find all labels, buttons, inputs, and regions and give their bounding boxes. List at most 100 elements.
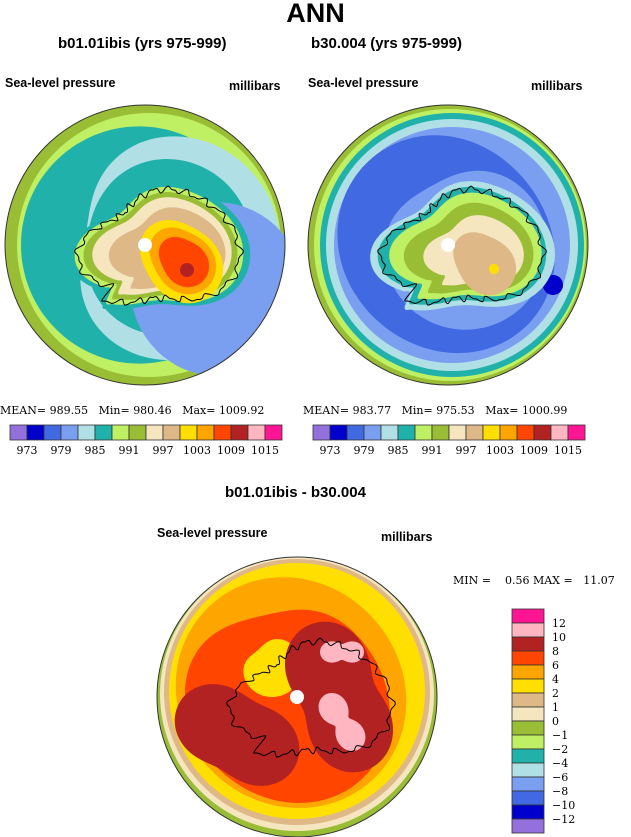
panel2-colorbar-tick-label: 991 xyxy=(422,444,443,457)
panel1-max-value: 1009.92 xyxy=(218,404,265,417)
panel3-colorbar-box xyxy=(511,762,545,778)
panel3-colorbar-box xyxy=(511,650,545,666)
panel2-units-label: millibars xyxy=(531,79,583,93)
panel3-stats: MIN = 0.56 MAX = 11.07 xyxy=(453,574,615,587)
panel2-colorbar-tick-label: 1015 xyxy=(554,444,582,457)
panel1-colorbar-box xyxy=(264,424,283,441)
panel3-colorbar-box xyxy=(511,818,545,834)
panel3-colorbar-box xyxy=(511,776,545,792)
panel3-colorbar-box xyxy=(511,636,545,652)
panel1-variable-label: Sea-level pressure xyxy=(5,76,116,90)
panel3-variable-label: Sea-level pressure xyxy=(157,526,268,540)
panel3-colorbar-box xyxy=(511,622,545,638)
panel3-contour-band-6 xyxy=(174,684,300,786)
panel3-colorbar-tick-label: 4 xyxy=(552,673,559,686)
panel2-contour-band-13 xyxy=(453,232,517,296)
panel3-colorbar-box xyxy=(511,748,545,764)
panel3-min-value: 0.56 xyxy=(504,574,530,587)
panel2-min-value: 975.53 xyxy=(436,404,475,417)
panel3-coastline xyxy=(226,637,396,758)
panel3-colorbar-tick-label: 0 xyxy=(552,715,559,728)
panel3-colorbar-box xyxy=(511,692,545,708)
panel3-max-label: MAX = xyxy=(532,574,573,587)
panel1-colorbar-tick-label: 1009 xyxy=(217,444,245,457)
panel3-colorbar-box xyxy=(511,608,545,624)
panel2-mean-label: MEAN= xyxy=(303,404,350,417)
panel2-min-label: Min= xyxy=(401,404,433,417)
panel1-pole-marker xyxy=(138,238,152,252)
panel2-colorbar-tick-label: 979 xyxy=(354,444,375,457)
panel3-colorbar-tick-label: 6 xyxy=(552,659,559,672)
panel3-colorbar-tick-label: 12 xyxy=(552,617,566,630)
panel3-pole-marker xyxy=(290,690,304,704)
panel3-colorbar-box xyxy=(511,734,545,750)
panel1-colorbar-tick-label: 973 xyxy=(17,444,38,457)
panel3-colorbar-tick-label: 8 xyxy=(552,645,559,658)
panel1-colorbar-tick-label: 997 xyxy=(153,444,174,457)
panel1-units-label: millibars xyxy=(229,79,281,93)
page-title: ANN xyxy=(286,0,345,28)
panel2-map-border xyxy=(307,104,589,386)
panel2-colorbar-tick-label: 985 xyxy=(388,444,409,457)
panel2-max-value: 1000.99 xyxy=(521,404,568,417)
panel3-title: b01.01ibis - b30.004 xyxy=(225,484,366,501)
panel1-map-border xyxy=(4,104,286,386)
panel1-colorbar-tick-label: 985 xyxy=(85,444,106,457)
panel1-max-label: Max= xyxy=(182,404,216,417)
panel2-contour-band-14 xyxy=(489,264,499,274)
panel2-contour-band-6 xyxy=(543,275,563,295)
panel2-variable-label: Sea-level pressure xyxy=(308,76,419,90)
panel3-colorbar-box xyxy=(511,664,545,680)
panel3-colorbar-tick-label: 2 xyxy=(552,687,559,700)
panel2-coastline xyxy=(377,185,547,306)
panel2-pole-marker xyxy=(441,238,455,252)
panel3-colorbar-tick-label: 10 xyxy=(552,631,566,644)
panel3-map-border xyxy=(156,556,438,837)
panel1-colorbar-tick-label: 1015 xyxy=(251,444,279,457)
panel3-units-label: millibars xyxy=(381,530,433,544)
panel2-colorbar-tick-label: 1003 xyxy=(486,444,514,457)
panel1-min-value: 980.46 xyxy=(133,404,172,417)
panel3-colorbar-box xyxy=(511,678,545,694)
panel3-contour-band-10 xyxy=(318,693,366,751)
panel3-colorbar-tick-label: −2 xyxy=(552,743,568,756)
panel1-title: b01.01ibis (yrs 975-999) xyxy=(58,35,227,52)
panel3-colorbar-box xyxy=(511,720,545,736)
panel3-contour-band-9 xyxy=(320,641,364,663)
panel1-colorbar-tick-label: 979 xyxy=(51,444,72,457)
panel3-colorbar-tick-label: −8 xyxy=(552,785,568,798)
panel3-colorbar-tick-label: −1 xyxy=(552,729,568,742)
panel2-colorbar-tick-label: 997 xyxy=(456,444,477,457)
panel2-stats: MEAN= 983.77 Min= 975.53 Max= 1000.99 xyxy=(303,404,567,417)
panel2-max-label: Max= xyxy=(485,404,519,417)
panel1-mean-label: MEAN= xyxy=(0,404,47,417)
panel1-colorbar-tick-label: 991 xyxy=(119,444,140,457)
panel1-contour-band-13 xyxy=(158,236,210,288)
panel3-colorbar-tick-label: 1 xyxy=(552,701,559,714)
panel2-colorbar-tick-label: 1009 xyxy=(520,444,548,457)
panel2-colorbar-tick-label: 973 xyxy=(320,444,341,457)
panel3-colorbar-tick-label: −4 xyxy=(552,757,568,770)
panel2-colorbar-box xyxy=(567,424,586,441)
panel3-colorbar-box xyxy=(511,706,545,722)
panel1-min-label: Min= xyxy=(98,404,130,417)
panel1-mean-value: 989.55 xyxy=(49,404,89,417)
panel3-colorbar-tick-label: −6 xyxy=(552,771,568,784)
panel1-stats: MEAN= 989.55 Min= 980.46 Max= 1009.92 xyxy=(0,404,264,417)
panel3-colorbar-box xyxy=(511,790,545,806)
panel3-colorbar-box xyxy=(511,804,545,820)
panel3-colorbar-tick-label: −12 xyxy=(552,813,575,826)
panel1-contour-band-14 xyxy=(180,263,194,277)
panel1-coastline xyxy=(74,185,244,306)
panel3-min-label: MIN = xyxy=(453,574,491,587)
panel3-max-value: 11.07 xyxy=(583,574,615,587)
panel2-mean-value: 983.77 xyxy=(352,404,392,417)
panel3-colorbar-tick-label: −10 xyxy=(552,799,575,812)
panel2-title: b30.004 (yrs 975-999) xyxy=(311,35,462,52)
